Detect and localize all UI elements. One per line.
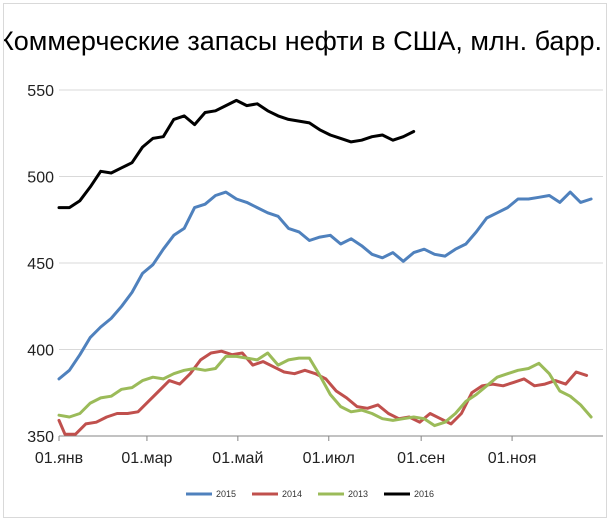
- y-tick-label: 400: [27, 343, 54, 360]
- legend-label-2015: 2015: [216, 489, 236, 499]
- series-line-2014: [57, 349, 589, 436]
- chart-title: Коммерческие запасы нефти в США, млн. ба…: [4, 26, 602, 56]
- x-tick-label: 01.мар: [121, 450, 172, 467]
- y-tick-label: 500: [27, 170, 54, 187]
- series-lines: [57, 98, 593, 436]
- chart-svg: Коммерческие запасы нефти в США, млн. ба…: [4, 26, 603, 499]
- x-tick-label: 01.янв: [35, 450, 83, 467]
- legend-label-2016: 2016: [414, 489, 434, 499]
- x-tick-label: 01.сен: [397, 450, 445, 467]
- legend-label-2014: 2014: [282, 489, 302, 499]
- y-tick-label: 350: [27, 429, 54, 446]
- series-line-2016: [57, 98, 416, 210]
- y-tick-label: 550: [27, 83, 54, 100]
- x-tick-label: 01.ноя: [488, 450, 537, 467]
- series-line-2013: [57, 351, 593, 428]
- chart-area: Коммерческие запасы нефти в США, млн. ба…: [3, 3, 607, 518]
- y-tick-label: 450: [27, 256, 54, 273]
- legend-label-2013: 2013: [348, 489, 368, 499]
- x-tick-label: 01.май: [212, 450, 263, 467]
- series-line-2015: [57, 190, 593, 381]
- gridlines: [59, 89, 603, 350]
- x-tick-label: 01.июл: [303, 450, 355, 467]
- axes: 350 400 450 500 550 01.янв 01.мар 01.май 01.июл 0…: [27, 83, 603, 467]
- legend: 2015 2014 2013 2016: [186, 489, 434, 499]
